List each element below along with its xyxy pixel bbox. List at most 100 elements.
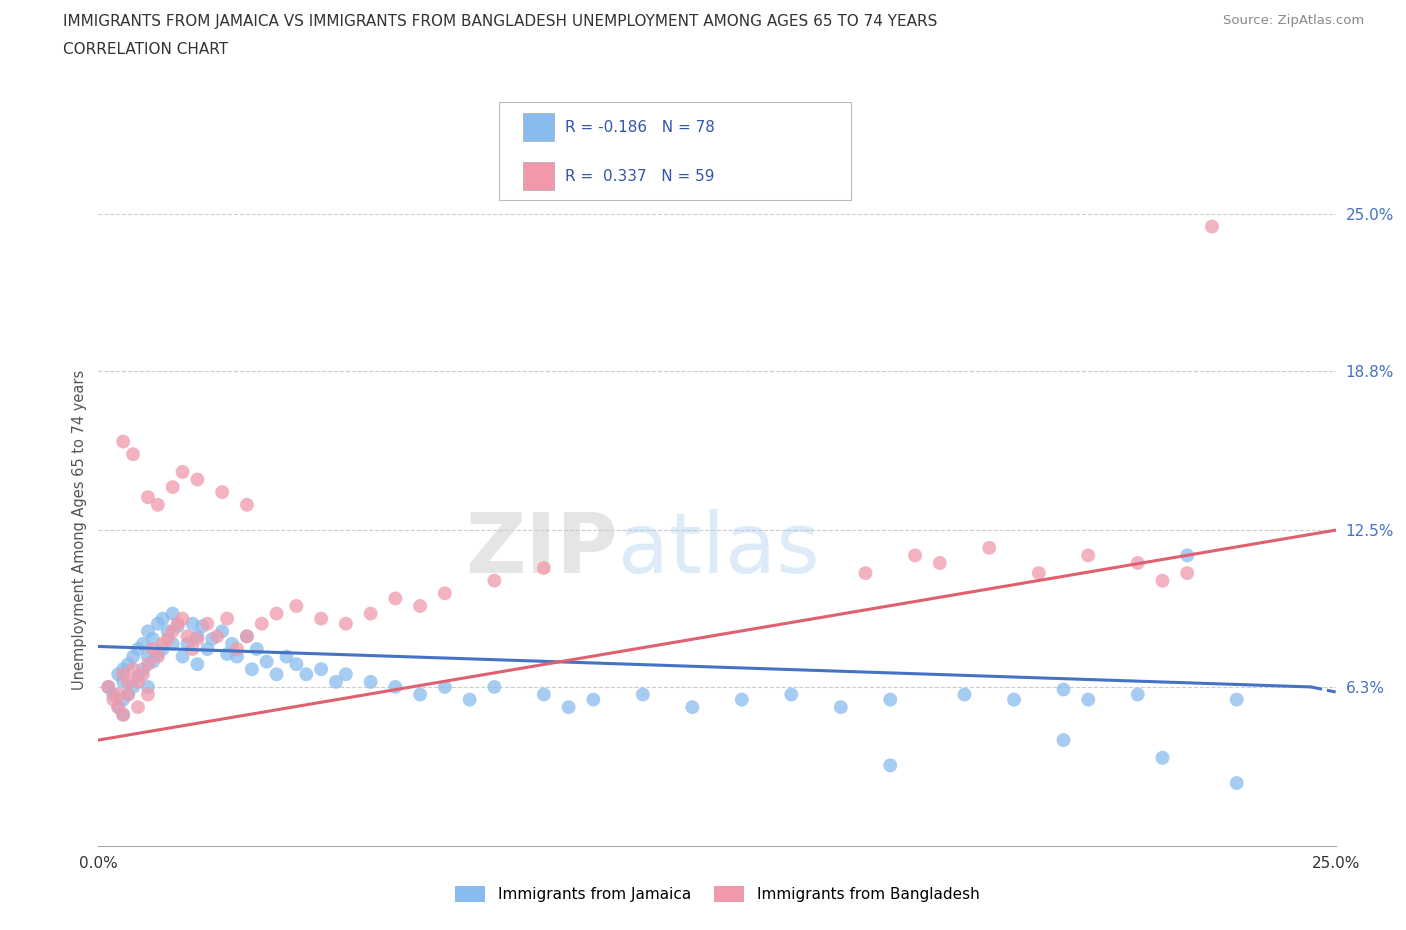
Point <box>928 555 950 570</box>
Point <box>107 699 129 714</box>
Point <box>384 680 406 695</box>
Point <box>309 662 332 677</box>
Point <box>360 674 382 689</box>
Point <box>103 692 125 707</box>
Point <box>780 687 803 702</box>
Text: R =  0.337   N = 59: R = 0.337 N = 59 <box>565 168 714 183</box>
Point <box>236 629 259 644</box>
Point <box>142 631 165 646</box>
Point <box>117 657 139 671</box>
Text: Source: ZipAtlas.com: Source: ZipAtlas.com <box>1223 14 1364 27</box>
Point <box>181 617 204 631</box>
Point <box>226 642 249 657</box>
Point <box>211 624 233 639</box>
Point <box>162 636 184 651</box>
Point <box>246 642 269 657</box>
Point <box>250 617 273 631</box>
Point <box>256 654 278 669</box>
Point <box>127 674 149 689</box>
Point <box>107 699 129 714</box>
Point <box>112 708 135 723</box>
Point <box>1028 565 1050 580</box>
Point <box>162 480 184 495</box>
Text: atlas: atlas <box>619 509 820 590</box>
Point <box>211 485 233 499</box>
Point <box>217 611 239 626</box>
Point <box>236 629 259 644</box>
Point <box>142 654 165 669</box>
Point <box>132 636 155 651</box>
Point <box>1152 751 1174 765</box>
Point <box>117 674 139 689</box>
Point <box>409 687 432 702</box>
Point <box>217 646 239 661</box>
Point <box>221 636 243 651</box>
Point <box>112 708 135 723</box>
Point <box>904 548 927 563</box>
Point <box>582 692 605 707</box>
Point <box>156 631 179 646</box>
Point <box>162 624 184 639</box>
Point <box>172 649 194 664</box>
Point <box>1052 733 1074 748</box>
Point <box>136 649 159 664</box>
Point <box>285 599 308 614</box>
Point <box>240 662 263 677</box>
Point <box>484 573 506 588</box>
Point <box>166 617 188 631</box>
Point <box>146 646 169 661</box>
Point <box>484 680 506 695</box>
Point <box>132 662 155 677</box>
Point <box>136 490 159 505</box>
Point <box>879 758 901 773</box>
Point <box>855 565 877 580</box>
Point <box>295 667 318 682</box>
Point <box>172 611 194 626</box>
Legend: Immigrants from Jamaica, Immigrants from Bangladesh: Immigrants from Jamaica, Immigrants from… <box>449 880 986 909</box>
Point <box>117 687 139 702</box>
Point <box>458 692 481 707</box>
Point <box>276 649 298 664</box>
Point <box>681 699 703 714</box>
Point <box>731 692 754 707</box>
Point <box>186 631 208 646</box>
Point <box>152 636 174 651</box>
Point <box>122 446 145 461</box>
Point <box>1175 548 1198 563</box>
Text: CORRELATION CHART: CORRELATION CHART <box>63 42 228 57</box>
Point <box>127 699 149 714</box>
Point <box>335 667 357 682</box>
Point <box>122 680 145 695</box>
Point <box>1077 692 1099 707</box>
Point <box>236 498 259 512</box>
Point <box>112 692 135 707</box>
Text: IMMIGRANTS FROM JAMAICA VS IMMIGRANTS FROM BANGLADESH UNEMPLOYMENT AMONG AGES 65: IMMIGRANTS FROM JAMAICA VS IMMIGRANTS FR… <box>63 14 938 29</box>
Point <box>146 649 169 664</box>
Point <box>533 687 555 702</box>
Point <box>146 617 169 631</box>
Point <box>631 687 654 702</box>
Point <box>533 561 555 576</box>
Point <box>1126 555 1149 570</box>
Point <box>127 670 149 684</box>
Point <box>127 642 149 657</box>
Point <box>205 629 228 644</box>
Text: R = -0.186   N = 78: R = -0.186 N = 78 <box>565 120 716 135</box>
Point <box>142 642 165 657</box>
Point <box>107 687 129 702</box>
Point <box>953 687 976 702</box>
Point <box>226 649 249 664</box>
Point <box>195 642 218 657</box>
Point <box>195 617 218 631</box>
Point <box>112 434 135 449</box>
Point <box>557 699 579 714</box>
Point <box>186 472 208 487</box>
Point <box>112 667 135 682</box>
Point <box>1126 687 1149 702</box>
Point <box>97 680 120 695</box>
Point <box>166 618 188 633</box>
Point <box>409 599 432 614</box>
Point <box>181 642 204 657</box>
Point <box>186 657 208 671</box>
Point <box>112 662 135 677</box>
